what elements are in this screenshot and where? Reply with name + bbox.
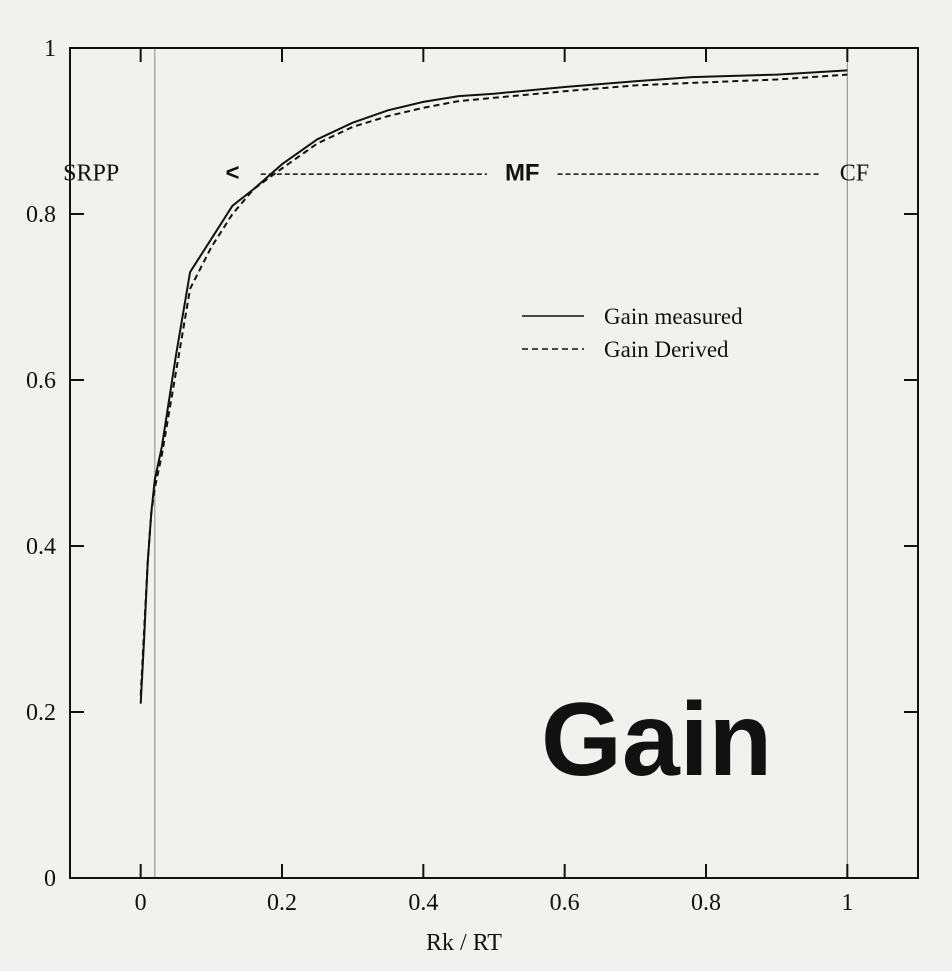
annotation-layer: SRPP < MF CF <box>63 160 869 187</box>
y-tick-label: 0.6 <box>26 368 56 394</box>
annotation-cf: CF <box>840 161 869 187</box>
x-tick-label: 0.8 <box>691 890 721 916</box>
chart-title: Gain <box>541 682 772 798</box>
series-layer <box>139 69 848 704</box>
y-tick-label: 0.2 <box>26 700 56 726</box>
annotation-mf: MF <box>505 160 540 187</box>
x-tick-label: 0 <box>135 890 147 916</box>
axis-ticks <box>70 47 918 879</box>
x-tick-label: 0.6 <box>550 890 580 916</box>
reference-lines <box>154 48 848 878</box>
annotation-: < <box>226 160 240 187</box>
x-tick-label: 1 <box>841 890 853 916</box>
x-tick-label: 0.4 <box>408 890 438 916</box>
axis-tick-labels: 0 0.2 0.4 0.6 0.8 1 0 0.2 0.4 0.6 0.8 1 <box>26 36 853 916</box>
legend: Gain measured Gain Derived <box>522 304 743 362</box>
y-tick-label: 1 <box>44 36 56 62</box>
y-tick-label: 0 <box>44 866 56 892</box>
y-tick-label: 0.8 <box>26 202 56 228</box>
plot-area-frame <box>69 47 919 879</box>
y-tick-label: 0.4 <box>26 534 56 560</box>
series-line-gain-derived <box>139 73 848 696</box>
x-tick-label: 0.2 <box>267 890 297 916</box>
x-axis-label: Rk / RT <box>426 930 502 956</box>
annotation-srpp: SRPP <box>63 161 119 187</box>
legend-label-2: Gain Derived <box>604 337 729 362</box>
legend-label-1: Gain measured <box>604 304 743 329</box>
